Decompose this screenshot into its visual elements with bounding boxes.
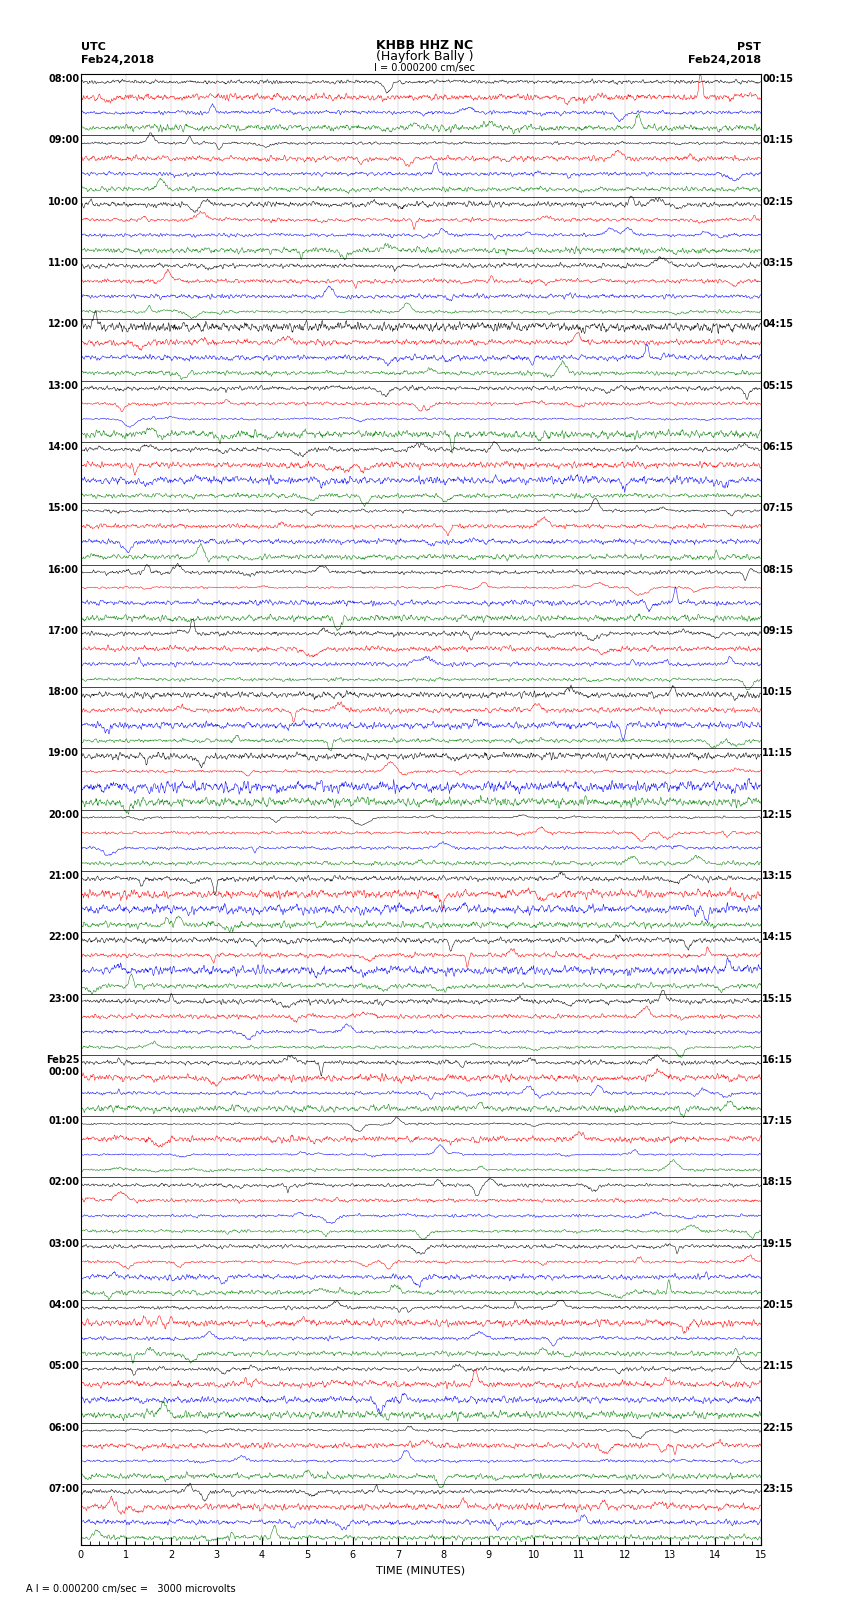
- Text: 19:00: 19:00: [48, 748, 79, 758]
- Text: 01:00: 01:00: [48, 1116, 79, 1126]
- Text: 16:15: 16:15: [762, 1055, 793, 1065]
- Text: 01:15: 01:15: [762, 135, 793, 145]
- Text: 06:00: 06:00: [48, 1423, 79, 1432]
- Text: 17:15: 17:15: [762, 1116, 793, 1126]
- Text: KHBB HHZ NC: KHBB HHZ NC: [377, 39, 473, 52]
- Text: PST: PST: [737, 42, 761, 52]
- Text: 17:00: 17:00: [48, 626, 79, 636]
- Text: 23:00: 23:00: [48, 994, 79, 1003]
- Text: 22:00: 22:00: [48, 932, 79, 942]
- Text: 09:00: 09:00: [48, 135, 79, 145]
- Text: Feb24,2018: Feb24,2018: [688, 55, 761, 65]
- Text: 13:00: 13:00: [48, 381, 79, 390]
- Text: 03:00: 03:00: [48, 1239, 79, 1248]
- Text: I = 0.000200 cm/sec: I = 0.000200 cm/sec: [375, 63, 475, 73]
- Text: 02:15: 02:15: [762, 197, 793, 206]
- Text: 21:00: 21:00: [48, 871, 79, 881]
- Text: 10:00: 10:00: [48, 197, 79, 206]
- Text: 10:15: 10:15: [762, 687, 793, 697]
- Text: 14:00: 14:00: [48, 442, 79, 452]
- Text: 08:00: 08:00: [48, 74, 79, 84]
- Text: 08:15: 08:15: [762, 565, 793, 574]
- Text: (Hayfork Bally ): (Hayfork Bally ): [377, 50, 473, 63]
- Text: 13:15: 13:15: [762, 871, 793, 881]
- Text: 21:15: 21:15: [762, 1361, 793, 1371]
- Text: 04:00: 04:00: [48, 1300, 79, 1310]
- Text: A I = 0.000200 cm/sec =   3000 microvolts: A I = 0.000200 cm/sec = 3000 microvolts: [26, 1584, 235, 1594]
- Text: 20:15: 20:15: [762, 1300, 793, 1310]
- Text: 05:15: 05:15: [762, 381, 793, 390]
- Text: Feb25
00:00: Feb25 00:00: [46, 1055, 79, 1076]
- Text: 05:00: 05:00: [48, 1361, 79, 1371]
- Text: 04:15: 04:15: [762, 319, 793, 329]
- Text: Feb24,2018: Feb24,2018: [81, 55, 154, 65]
- Text: 02:00: 02:00: [48, 1177, 79, 1187]
- Text: 09:15: 09:15: [762, 626, 793, 636]
- Text: 06:15: 06:15: [762, 442, 793, 452]
- Text: 22:15: 22:15: [762, 1423, 793, 1432]
- Text: 03:15: 03:15: [762, 258, 793, 268]
- X-axis label: TIME (MINUTES): TIME (MINUTES): [377, 1566, 465, 1576]
- Text: 11:00: 11:00: [48, 258, 79, 268]
- Text: 07:15: 07:15: [762, 503, 793, 513]
- Text: 14:15: 14:15: [762, 932, 793, 942]
- Text: 18:00: 18:00: [48, 687, 79, 697]
- Text: 07:00: 07:00: [48, 1484, 79, 1494]
- Text: 15:00: 15:00: [48, 503, 79, 513]
- Text: 15:15: 15:15: [762, 994, 793, 1003]
- Text: 12:00: 12:00: [48, 319, 79, 329]
- Text: 11:15: 11:15: [762, 748, 793, 758]
- Text: 19:15: 19:15: [762, 1239, 793, 1248]
- Text: 20:00: 20:00: [48, 810, 79, 819]
- Text: UTC: UTC: [81, 42, 105, 52]
- Text: 23:15: 23:15: [762, 1484, 793, 1494]
- Text: 12:15: 12:15: [762, 810, 793, 819]
- Text: 00:15: 00:15: [762, 74, 793, 84]
- Text: 16:00: 16:00: [48, 565, 79, 574]
- Text: 18:15: 18:15: [762, 1177, 793, 1187]
